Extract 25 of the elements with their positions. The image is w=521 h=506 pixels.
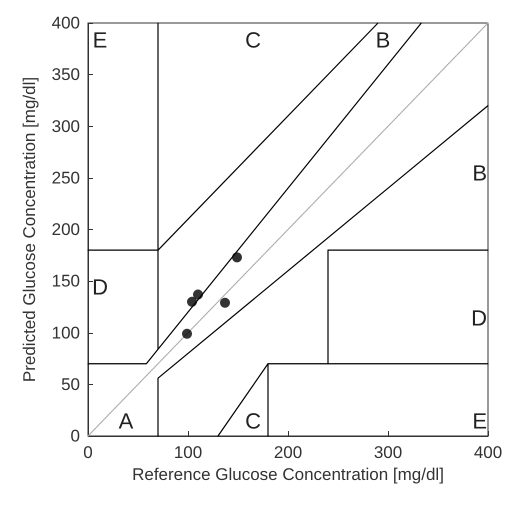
y-axis-title: Predicted Glucose Concentration [mg/dl]	[20, 76, 39, 382]
y-tick-label: 300	[52, 116, 80, 136]
y-tick-label: 100	[52, 323, 80, 342]
x-tick-label: 100	[174, 443, 202, 462]
annotation: E	[92, 28, 108, 52]
y-tick-label: 200	[52, 220, 80, 239]
x-tick-label: 200	[274, 443, 302, 462]
y-tick-label: 150	[52, 272, 80, 291]
annotation: A	[118, 408, 134, 434]
annotation: B	[472, 160, 487, 186]
annotation: D	[92, 274, 108, 300]
annotation: E	[472, 408, 487, 434]
annotation: C	[245, 28, 262, 52]
annotation: B	[376, 28, 390, 52]
annotation: D	[471, 306, 487, 330]
y-tick-label: 400	[52, 14, 80, 32]
annotation: C	[245, 408, 262, 434]
x-axis-title: Reference Glucose Concentration [mg/dl]	[132, 465, 444, 484]
x-tick-label: 300	[374, 443, 402, 462]
x-tick-label: 0	[83, 443, 93, 462]
y-tick-label: 350	[52, 65, 80, 84]
y-tick-label: 250	[52, 168, 80, 188]
y-tick-label: 50	[61, 374, 80, 394]
x-tick-label: 400	[474, 443, 502, 462]
y-tick-label: 0	[70, 426, 80, 446]
